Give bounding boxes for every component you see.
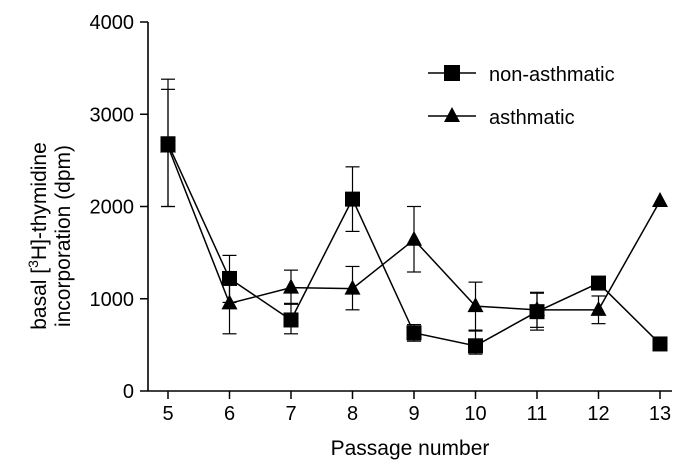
y-axis-title-line1: basal [3H]-thymidine: [25, 142, 51, 330]
data-point-square: [222, 270, 237, 286]
y-tick-label: 2000: [90, 197, 135, 219]
x-axis-title: Passage number: [331, 437, 490, 460]
y-tick-label: 0: [123, 381, 134, 403]
y-axis-title-prefix: basal [: [28, 268, 51, 330]
data-point-triangle: [221, 294, 238, 310]
y-axis-title-line2: incorporation (dpm): [52, 145, 75, 327]
legend-triangle-marker: [444, 107, 460, 122]
legend-item-asthmatic: asthmatic: [428, 107, 575, 129]
data-point-triangle: [590, 300, 607, 316]
y-tick-label: 3000: [90, 104, 135, 126]
legend-square-marker: [444, 65, 460, 81]
data-point-square: [283, 312, 299, 328]
data-point-triangle: [160, 137, 176, 153]
data-point-square: [591, 275, 606, 291]
data-point-triangle: [652, 191, 668, 207]
legend-item-non-asthmatic: non-asthmatic: [428, 64, 615, 86]
y-tick-label: 4000: [90, 12, 135, 34]
legend-label-non-asthmatic: non-asthmatic: [489, 64, 615, 86]
y-tick-label: 1000: [90, 289, 135, 311]
y-axis-title: basal [3H]-thymidine incorporation (dpm): [25, 142, 75, 330]
x-ticks: 5 6 7 8 9 10 11 12 13: [162, 391, 671, 425]
data-point-square: [406, 325, 422, 341]
x-tick-label: 8: [347, 403, 358, 425]
data-point-square: [468, 338, 483, 354]
data-point-triangle: [529, 300, 545, 316]
legend: non-asthmatic asthmatic: [428, 64, 615, 129]
x-tick-label: 11: [527, 403, 548, 425]
x-tick-label: 5: [162, 403, 173, 425]
x-tick-label: 13: [649, 403, 671, 425]
data-point-square: [652, 336, 668, 352]
series-asthmatic: [160, 78, 668, 335]
data-point-triangle: [406, 230, 422, 246]
data-point-triangle: [283, 278, 299, 294]
x-tick-label: 12: [587, 403, 609, 425]
data-point-triangle: [467, 297, 484, 313]
data-point-triangle: [344, 279, 361, 295]
series-layer: [160, 78, 668, 355]
x-tick-label: 10: [464, 403, 486, 425]
y-ticks: 0 1000 2000 3000 4000: [90, 12, 148, 403]
data-point-square: [345, 191, 360, 207]
x-tick-label: 9: [408, 403, 419, 425]
y-axis-title-sup: 3: [25, 260, 41, 268]
x-tick-label: 6: [224, 403, 235, 425]
x-tick-label: 7: [285, 403, 296, 425]
legend-label-asthmatic: asthmatic: [489, 107, 575, 129]
y-axis-title-suffix: H]-thymidine: [28, 142, 51, 260]
